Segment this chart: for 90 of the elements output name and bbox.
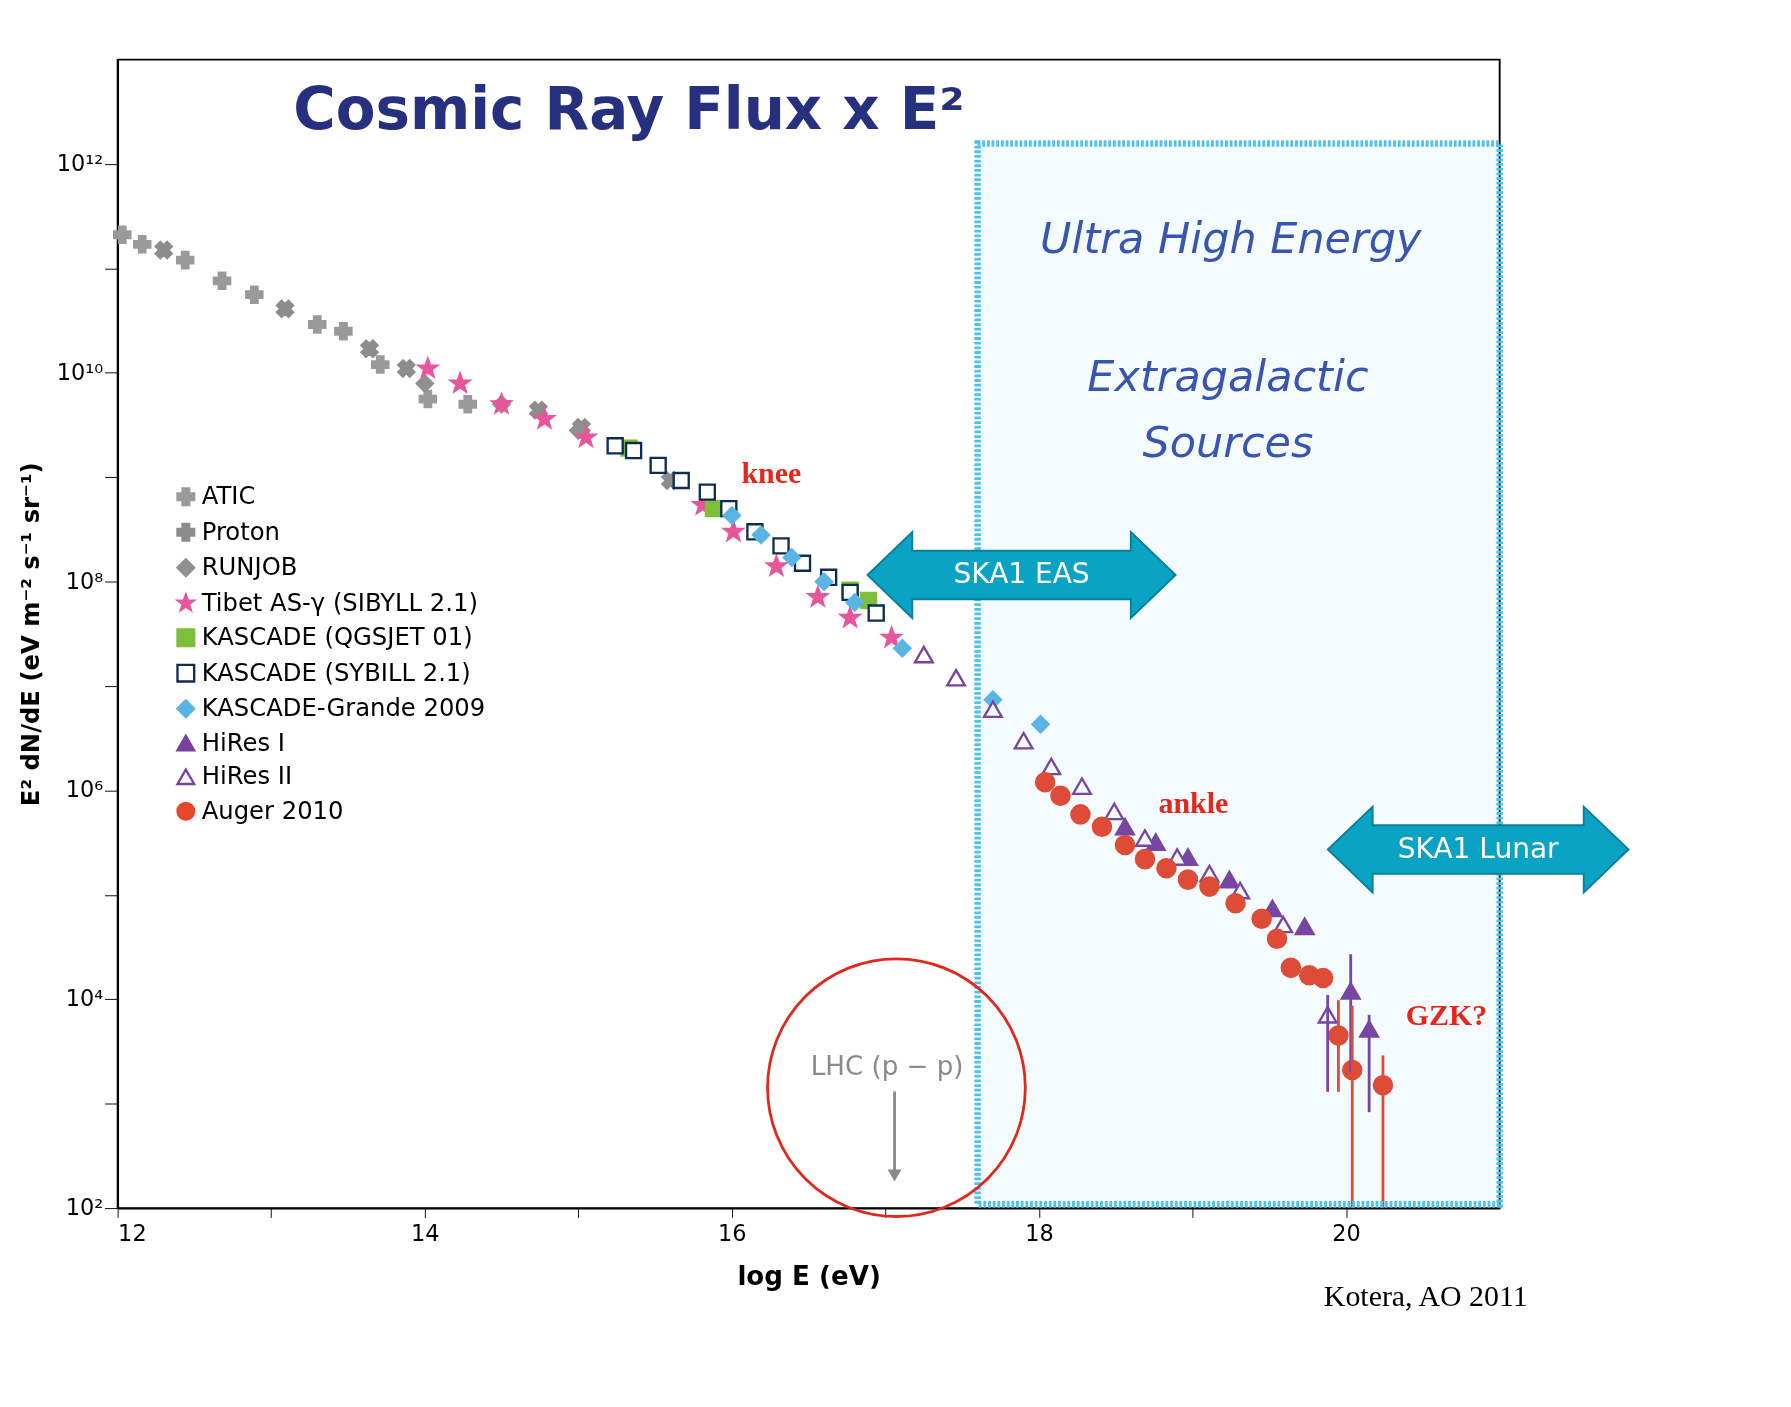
point <box>751 525 771 545</box>
point <box>447 370 473 394</box>
legend-label: Auger 2010 <box>201 795 344 825</box>
point <box>1266 928 1288 950</box>
annotation: Ultra High Energy <box>1040 212 1422 263</box>
annotation: GZK? <box>1405 998 1488 1032</box>
point <box>893 639 912 658</box>
point <box>722 506 742 525</box>
point <box>360 339 379 358</box>
point <box>1070 804 1091 825</box>
point <box>132 235 152 254</box>
point <box>1091 816 1113 837</box>
point <box>573 425 599 449</box>
point <box>1251 908 1272 930</box>
point <box>370 355 390 374</box>
annotation: SKA1 EAS <box>953 557 1090 591</box>
point <box>913 645 934 664</box>
y-tick-label: 10⁶ <box>65 776 104 803</box>
point <box>867 604 885 622</box>
point <box>698 483 717 501</box>
point <box>672 471 690 490</box>
point <box>946 668 967 687</box>
point <box>1114 834 1136 856</box>
legend-label: HiRes II <box>201 761 293 791</box>
point <box>212 271 232 291</box>
legend-label: KASCADE-Grande 2009 <box>201 693 486 723</box>
y-axis-title: E² dN/dE (eV m⁻² s⁻¹ sr⁻¹) <box>15 462 45 807</box>
y-tick-label: 10⁴ <box>65 985 104 1012</box>
legend-label: KASCADE (QGSJET 01) <box>201 622 473 652</box>
legend-label: RUNJOB <box>201 552 298 582</box>
point <box>245 285 264 304</box>
point <box>1031 715 1050 734</box>
point <box>1280 957 1302 979</box>
point <box>113 225 132 244</box>
point <box>1219 870 1240 889</box>
annotation: Extragalactic <box>1087 351 1369 402</box>
x-tick-label: 16 <box>718 1220 747 1247</box>
point <box>1013 731 1034 750</box>
point <box>154 240 173 260</box>
legend-label: ATIC <box>201 481 256 511</box>
chart-title: Cosmic Ray Flux x E² <box>293 74 965 143</box>
point <box>1034 771 1056 793</box>
point <box>1134 829 1155 847</box>
point <box>814 572 834 591</box>
point <box>275 299 295 318</box>
point <box>1114 817 1136 836</box>
point <box>415 374 435 393</box>
annotation: knee <box>741 455 802 489</box>
x-tick-label: 20 <box>1332 1220 1361 1247</box>
point <box>1294 917 1315 936</box>
annotation: LHC (p − p) <box>810 1050 964 1081</box>
point <box>1312 967 1334 989</box>
point <box>397 359 416 378</box>
x-tick-label: 12 <box>118 1220 147 1247</box>
point <box>1225 893 1246 914</box>
y-tick-label: 10¹² <box>56 149 104 176</box>
x-tick-label: 14 <box>410 1220 440 1247</box>
point <box>418 389 438 409</box>
x-axis-title: log E (eV) <box>737 1261 881 1292</box>
legend-label: KASCADE (SYBILL 2.1) <box>201 657 471 687</box>
point <box>837 606 863 629</box>
text: Kotera, AO 2011 <box>1323 1279 1528 1313</box>
point <box>415 355 440 379</box>
point <box>458 394 478 414</box>
legend-label: Tibet AS-γ (SIBYLL 2.1) <box>200 587 478 617</box>
point <box>308 315 327 334</box>
point <box>175 250 195 270</box>
legend-label: HiRes I <box>201 727 285 757</box>
point <box>782 548 802 567</box>
point <box>1134 848 1156 870</box>
point <box>1156 857 1177 879</box>
y-tick-label: 10¹⁰ <box>56 358 104 385</box>
y-tick-label: 10² <box>65 1194 104 1221</box>
point <box>1199 876 1220 897</box>
point <box>1071 777 1093 795</box>
point <box>982 700 1003 719</box>
legend-label: Proton <box>201 516 280 546</box>
point <box>805 585 831 608</box>
point <box>624 441 643 460</box>
annotation: Sources <box>1142 417 1314 468</box>
point <box>334 322 353 341</box>
point <box>845 593 864 612</box>
annotation: SKA1 Lunar <box>1397 831 1560 865</box>
point <box>1177 869 1199 890</box>
point <box>1050 785 1071 806</box>
x-tick-label: 18 <box>1025 1220 1054 1247</box>
y-tick-label: 10⁸ <box>65 567 104 594</box>
annotation: ankle <box>1158 786 1229 820</box>
point <box>606 437 624 455</box>
point <box>1104 802 1125 821</box>
